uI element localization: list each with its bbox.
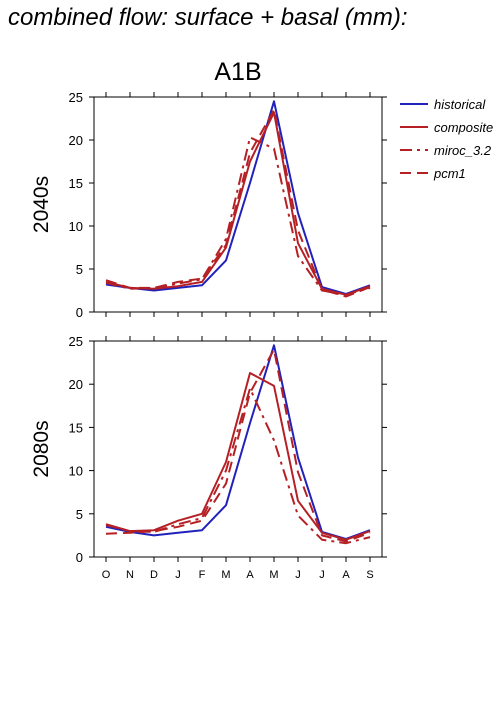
legend-entry: historical	[434, 97, 486, 112]
x-tick-label: A	[246, 569, 254, 581]
series-line-miroc-3-2	[105, 136, 371, 296]
series-line-historical	[105, 100, 371, 295]
panel-2040s: 0 5 10 15 20 25 2040s	[30, 90, 387, 320]
chart-panels: 0 5 10 15 20 25 2040s 0 5 10 15 20 25 O N D J F M A M J J A S 208…	[30, 90, 387, 581]
x-tick-label: M	[221, 569, 230, 581]
y-tick-label: 25	[69, 90, 83, 105]
series-line-pcm1	[105, 348, 371, 543]
y-tick-label: 5	[76, 262, 83, 277]
y-tick-label: 10	[69, 464, 83, 479]
x-tick-label: J	[295, 569, 301, 581]
y-tick-label: 0	[76, 550, 83, 565]
x-tick-label: J	[175, 569, 181, 581]
y-tick-label: 20	[69, 133, 83, 148]
y-tick-label: 5	[76, 507, 83, 522]
y-tick-label: 0	[76, 305, 83, 320]
panel-2080s: 0 5 10 15 20 25 O N D J F M A M J J A S 2080s	[30, 334, 387, 581]
x-tick-label: F	[199, 569, 206, 581]
legend-entry: pcm1	[433, 166, 466, 181]
y-tick-label: 15	[69, 176, 83, 191]
legend-entry: miroc_3.2	[434, 143, 492, 158]
chart-legend: historical composite miroc_3.2 pcm1	[400, 97, 493, 181]
legend-entry: composite	[434, 120, 493, 135]
panel-label: 2080s	[30, 420, 53, 477]
series-line-composite	[105, 372, 371, 541]
page-title: combined flow: surface + basal (mm):	[8, 4, 408, 31]
series-line-pcm1	[105, 108, 371, 298]
y-tick-label: 25	[69, 334, 83, 349]
x-tick-label: S	[366, 569, 373, 581]
y-tick-label: 20	[69, 377, 83, 392]
y-tick-label: 15	[69, 420, 83, 435]
series-line-composite	[105, 111, 371, 296]
panel-label: 2040s	[30, 176, 53, 233]
x-tick-label: D	[150, 569, 158, 581]
x-tick-label: M	[269, 569, 278, 581]
series-line-historical	[105, 344, 371, 540]
x-tick-label: O	[102, 569, 111, 581]
scenario-title: A1B	[214, 58, 261, 86]
plot-frame	[93, 96, 383, 313]
x-tick-label: N	[126, 569, 134, 581]
y-tick-label: 10	[69, 219, 83, 234]
plot-frame	[93, 340, 383, 558]
x-tick-label: J	[319, 569, 325, 581]
x-tick-label: A	[342, 569, 350, 581]
